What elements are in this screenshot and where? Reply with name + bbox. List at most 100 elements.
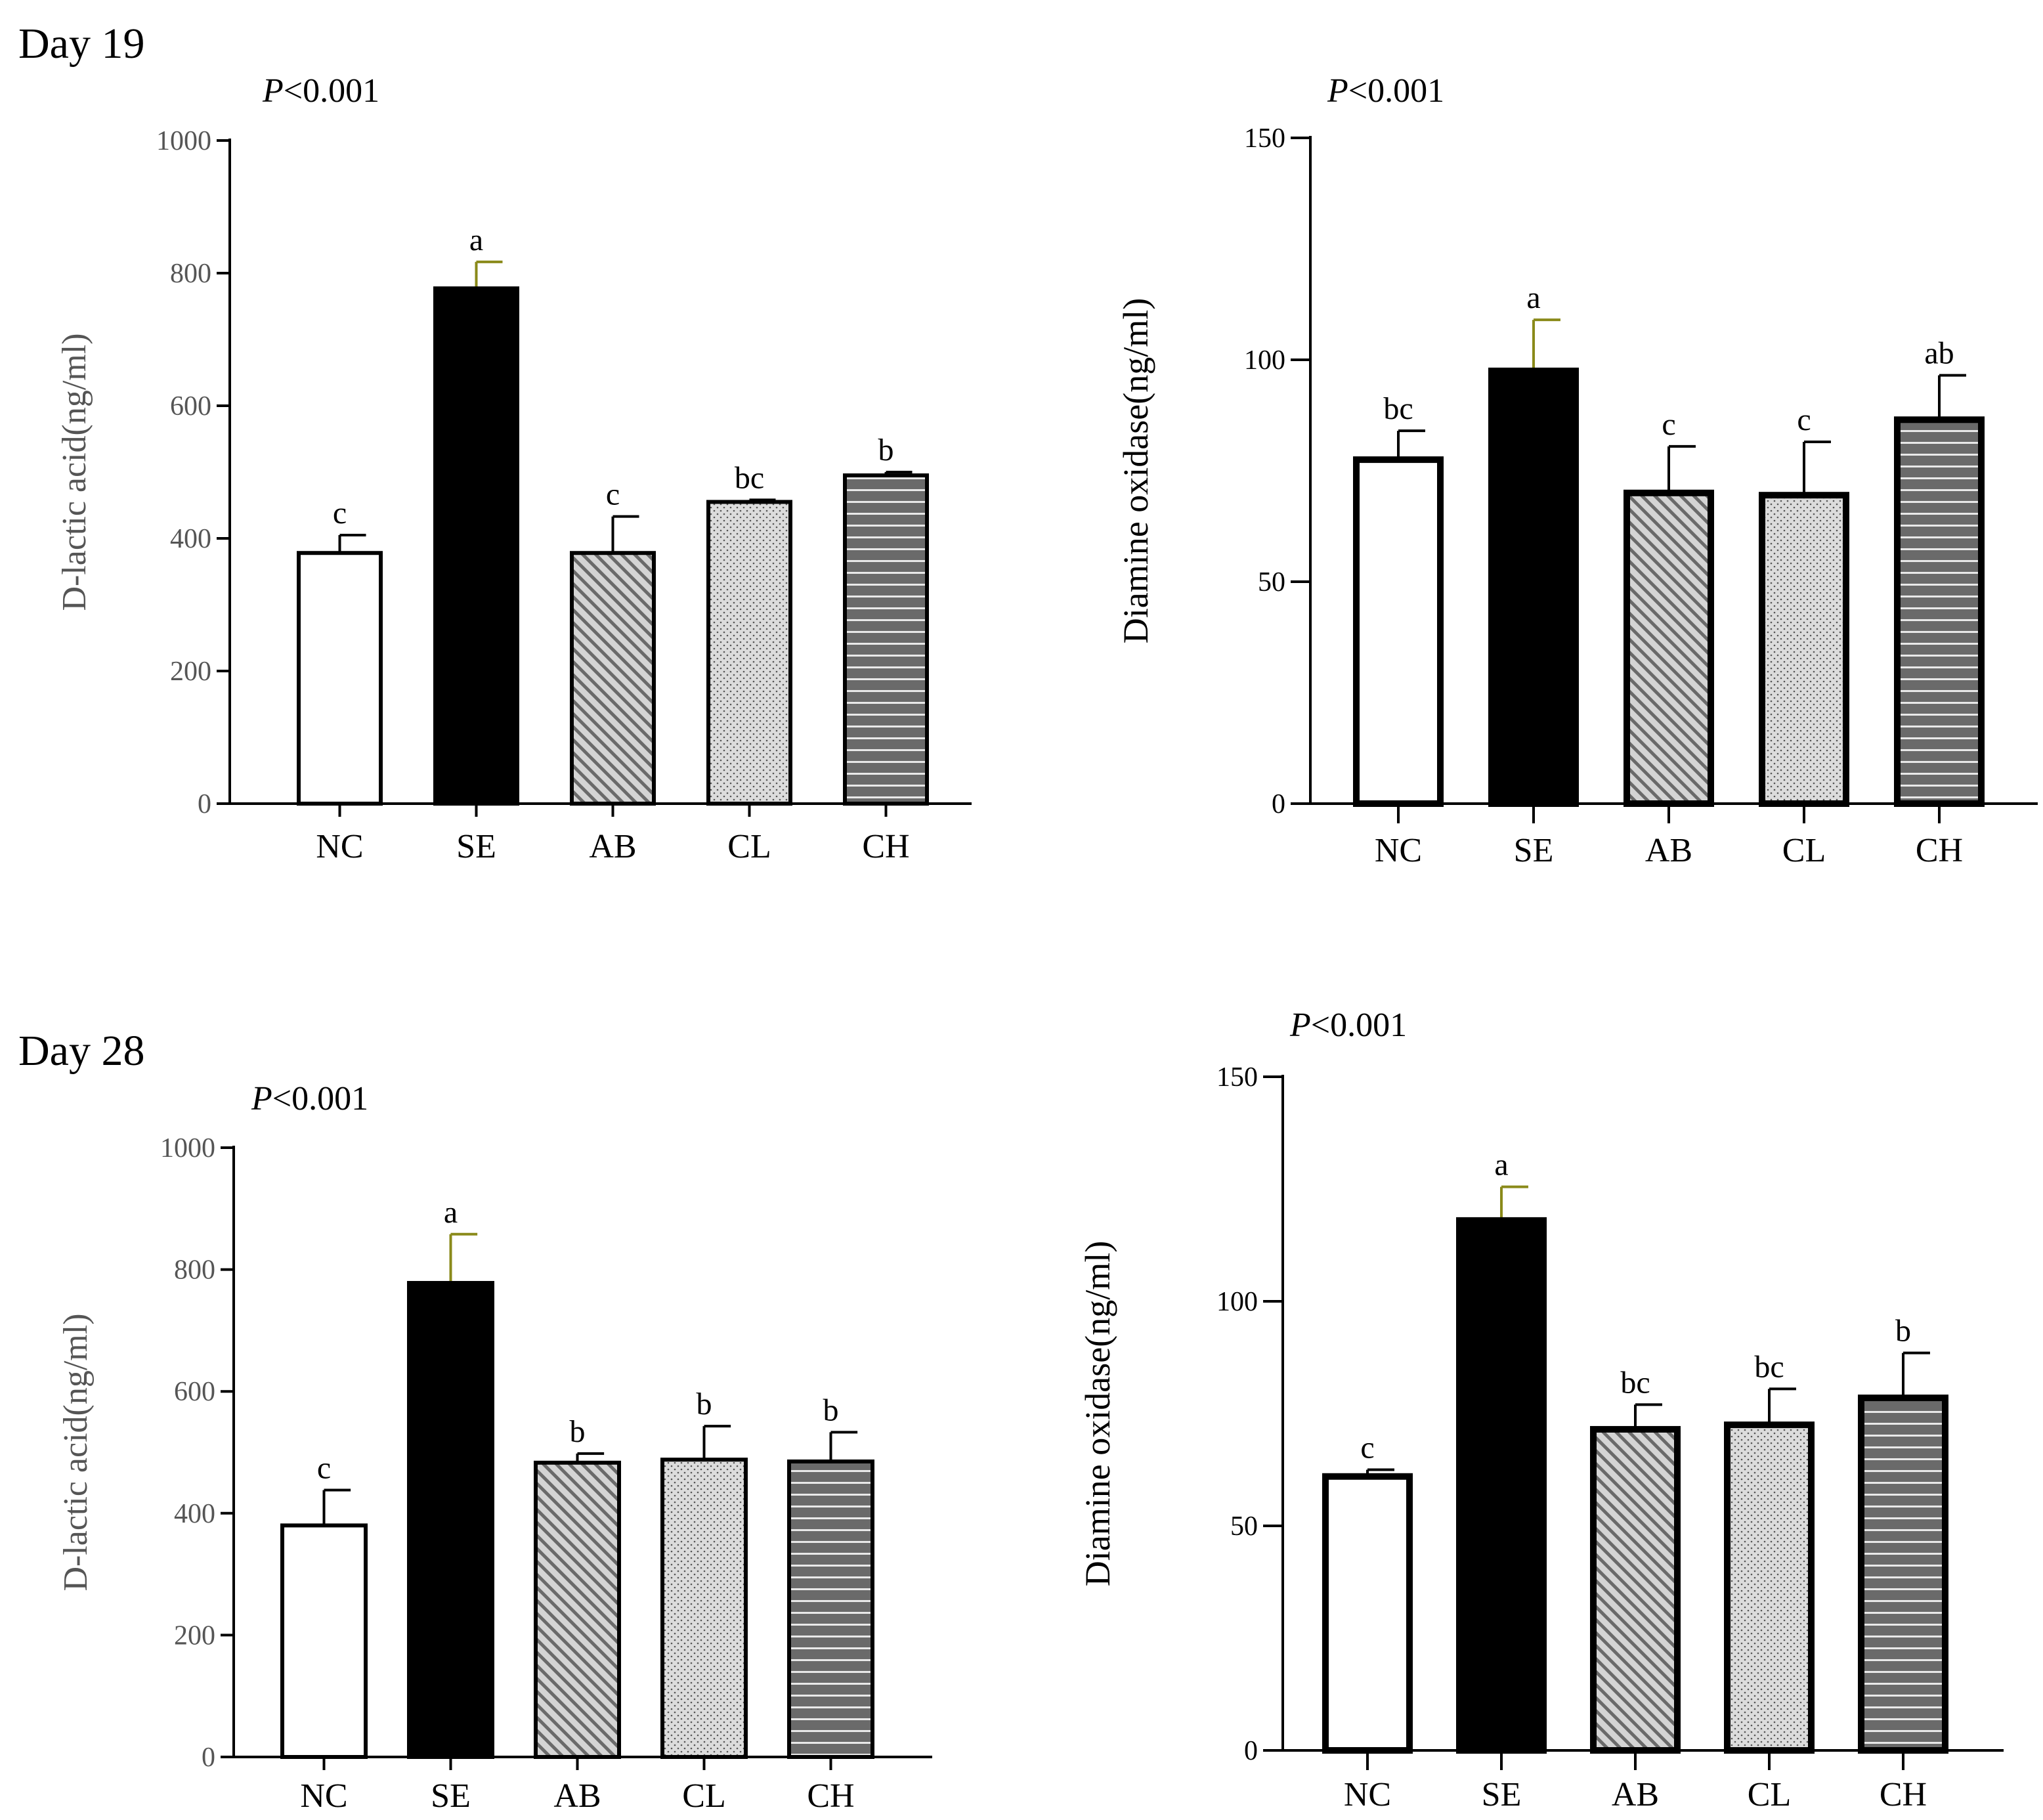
y-axis-label: Diamine oxidase(ng/ml) bbox=[1078, 1241, 1117, 1586]
panel-d28-dlactic: P<0.001 D-lactic acid(ng/ml) 0 200 400 600 800… bbox=[57, 1080, 932, 1815]
y-tick-label: 200 bbox=[170, 657, 211, 687]
significance-letter-se: a bbox=[1494, 1148, 1508, 1182]
p-value-threshold: <0.001 bbox=[272, 1080, 368, 1117]
category-label-cl: CL bbox=[682, 1777, 725, 1815]
significance-letter-nc: bc bbox=[1383, 391, 1413, 426]
y-tick-label: 1000 bbox=[156, 126, 211, 156]
p-value-symbol: P bbox=[1289, 1007, 1311, 1044]
bar-ch bbox=[843, 473, 929, 806]
category-label-ab: AB bbox=[1612, 1776, 1659, 1813]
bar-cl bbox=[1724, 1421, 1815, 1754]
bar-nc bbox=[1322, 1473, 1413, 1754]
y-tick-label: 600 bbox=[170, 391, 211, 422]
y-axis-label: Diamine oxidase(ng/ml) bbox=[1116, 298, 1155, 643]
p-value-label: P<0.001 bbox=[262, 72, 379, 110]
bar-se bbox=[433, 286, 519, 806]
p-value-symbol: P bbox=[1327, 72, 1348, 110]
y-tick-label: 0 bbox=[1272, 789, 1285, 819]
p-value-symbol: P bbox=[262, 72, 284, 110]
category-label-cl: CL bbox=[1782, 832, 1826, 869]
day-28-label: Day 28 bbox=[18, 1027, 144, 1075]
y-tick-label: 0 bbox=[198, 789, 211, 819]
category-label-cl: CL bbox=[727, 828, 771, 865]
category-label-ab: AB bbox=[553, 1777, 601, 1815]
p-value-label: P<0.001 bbox=[1327, 72, 1444, 110]
category-label-se: SE bbox=[431, 1777, 471, 1815]
y-tick-label: 800 bbox=[174, 1255, 215, 1286]
p-value-label: P<0.001 bbox=[1289, 1007, 1407, 1044]
panel-d19-diamine: P<0.001 Diamine oxidase(ng/ml) 0 50 100 150 bc… bbox=[1116, 72, 2038, 869]
significance-letter-ch: b bbox=[1895, 1314, 1911, 1349]
p-value-symbol: P bbox=[251, 1080, 272, 1117]
bar-nc bbox=[297, 551, 383, 806]
panel-d28-diamine: P<0.001 Diamine oxidase(ng/ml) 0 50 100 150 c N… bbox=[1078, 1007, 2004, 1813]
category-label-se: SE bbox=[456, 828, 496, 865]
significance-letter-ch: b bbox=[823, 1393, 839, 1427]
significance-letter-nc: c bbox=[317, 1451, 331, 1486]
bar-ch bbox=[787, 1459, 874, 1759]
significance-letter-ab: b bbox=[570, 1414, 586, 1449]
bar-ch bbox=[1894, 416, 1985, 807]
significance-letter-ab: c bbox=[606, 477, 620, 512]
y-tick-label: 600 bbox=[174, 1377, 215, 1407]
significance-letter-nc: c bbox=[1360, 1431, 1374, 1465]
bar-ch bbox=[1858, 1395, 1948, 1754]
category-label-ch: CH bbox=[862, 828, 909, 865]
bar-ab bbox=[1624, 489, 1714, 807]
significance-letter-se: a bbox=[444, 1195, 458, 1230]
y-tick-label: 1000 bbox=[160, 1133, 215, 1163]
significance-letter-se: a bbox=[469, 223, 483, 257]
y-axis-label: D-lactic acid(ng/ml) bbox=[56, 333, 93, 611]
significance-letter-cl: c bbox=[1797, 402, 1811, 437]
category-label-se: SE bbox=[1482, 1776, 1522, 1813]
y-tick-label: 50 bbox=[1258, 567, 1285, 597]
y-axis-label: D-lactic acid(ng/ml) bbox=[57, 1313, 95, 1591]
significance-letter-ch: b bbox=[878, 433, 894, 467]
category-label-nc: NC bbox=[316, 828, 363, 865]
significance-letter-ch: ab bbox=[1924, 336, 1954, 371]
bar-se bbox=[1488, 367, 1579, 807]
significance-letter-ab: c bbox=[1662, 407, 1675, 442]
bar-cl bbox=[706, 500, 792, 806]
category-label-ch: CH bbox=[1880, 1776, 1927, 1813]
bar-nc bbox=[1353, 456, 1444, 807]
significance-letter-cl: bc bbox=[735, 460, 764, 495]
bar-cl bbox=[1759, 492, 1849, 807]
p-value-threshold: <0.001 bbox=[1311, 1007, 1407, 1044]
bar-ab bbox=[570, 551, 656, 806]
bar-cl bbox=[660, 1458, 748, 1759]
category-label-cl: CL bbox=[1748, 1776, 1791, 1813]
y-tick-label: 100 bbox=[1244, 345, 1285, 376]
y-tick-label: 0 bbox=[1244, 1736, 1258, 1766]
significance-letter-ab: bc bbox=[1620, 1365, 1650, 1400]
y-tick-label: 0 bbox=[202, 1743, 215, 1773]
y-tick-label: 100 bbox=[1216, 1287, 1258, 1317]
significance-letter-cl: bc bbox=[1754, 1349, 1784, 1384]
y-tick-label: 50 bbox=[1230, 1511, 1258, 1542]
y-tick-label: 150 bbox=[1244, 123, 1285, 154]
y-tick-label: 200 bbox=[174, 1620, 215, 1651]
category-label-nc: NC bbox=[1375, 832, 1422, 869]
bar-se bbox=[407, 1281, 494, 1759]
bar-ab bbox=[1590, 1425, 1681, 1754]
category-label-ab: AB bbox=[589, 828, 636, 865]
p-value-label: P<0.001 bbox=[251, 1080, 368, 1117]
y-tick-label: 150 bbox=[1216, 1062, 1258, 1093]
significance-letter-se: a bbox=[1526, 280, 1540, 315]
y-tick-label: 800 bbox=[170, 259, 211, 289]
category-label-ch: CH bbox=[1916, 832, 1963, 869]
category-label-ab: AB bbox=[1645, 832, 1692, 869]
bar-se bbox=[1456, 1217, 1547, 1754]
bar-nc bbox=[280, 1523, 368, 1760]
p-value-threshold: <0.001 bbox=[284, 72, 379, 110]
category-label-nc: NC bbox=[300, 1777, 347, 1815]
panel-d19-dlactic: P<0.001 D-lactic acid(ng/ml) 0 200 400 600 800… bbox=[56, 72, 972, 865]
category-label-nc: NC bbox=[1344, 1776, 1391, 1813]
bar-ab bbox=[534, 1460, 621, 1759]
significance-letter-cl: b bbox=[697, 1387, 712, 1421]
day-19-label: Day 19 bbox=[18, 20, 144, 68]
category-label-ch: CH bbox=[807, 1777, 854, 1815]
p-value-threshold: <0.001 bbox=[1348, 72, 1444, 110]
category-label-se: SE bbox=[1514, 832, 1554, 869]
